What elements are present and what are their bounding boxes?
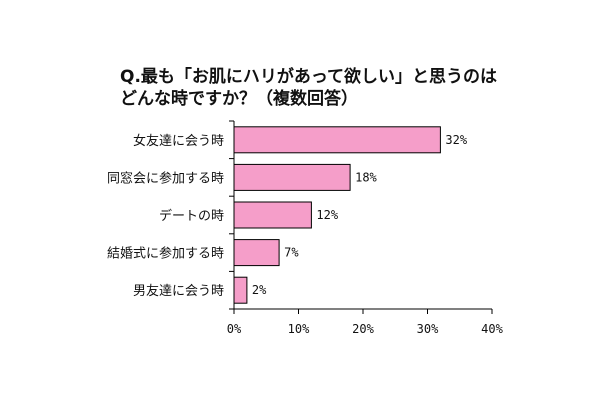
bar <box>233 276 248 304</box>
x-tick-label: 0% <box>227 322 242 336</box>
category-label: 結婚式に参加する時 <box>107 246 224 262</box>
x-tick-label: 30% <box>417 322 439 336</box>
category-label: 同窓会に参加する時 <box>107 170 224 186</box>
x-tick-label: 10% <box>288 322 310 336</box>
value-label: 12% <box>316 208 338 222</box>
category-label: 女友達に会う時 <box>133 133 224 149</box>
chart-title-line-1: Q.最も「お肌にハリがあって欲しい」と思うのは <box>120 66 497 87</box>
value-label: 32% <box>445 133 467 147</box>
value-label: 18% <box>355 170 377 184</box>
chart-title: Q.最も「お肌にハリがあって欲しい」と思うのは どんな時ですか？（複数回答） <box>120 66 497 109</box>
chart-title-line-2: どんな時ですか？（複数回答） <box>120 88 358 109</box>
value-label: 7% <box>284 246 299 260</box>
bar <box>233 126 441 154</box>
bar <box>233 163 351 191</box>
x-tick-label: 40% <box>481 322 503 336</box>
bar <box>233 239 280 267</box>
bar <box>233 201 312 229</box>
plot-area: 女友達に会う時 32% 同窓会に参加する時 18% デートの時 12% 結婚式に参加する時 7… <box>107 120 504 336</box>
x-tick-label: 20% <box>352 322 374 336</box>
category-label: 男友達に会う時 <box>133 283 224 299</box>
category-label: デートの時 <box>159 208 224 224</box>
value-label: 2% <box>252 283 267 297</box>
